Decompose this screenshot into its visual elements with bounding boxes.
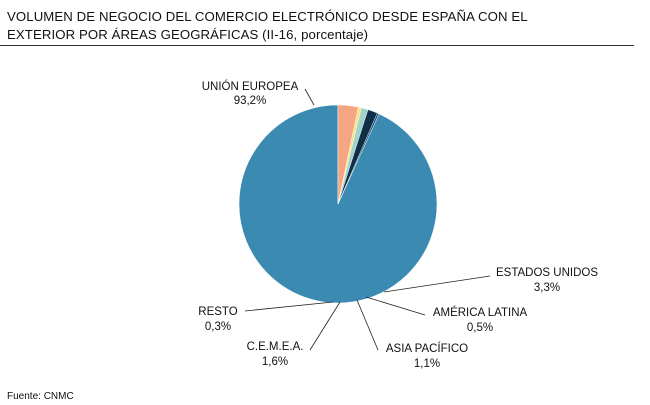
slice-value-union-europea: 93,2% (234, 95, 267, 107)
slice-value-asia-pacifico: 1,1% (414, 358, 440, 370)
chart-title-line-1: VOLUMEN DE NEGOCIO DEL COMERCIO ELECTRÓN… (7, 9, 528, 24)
leader-line-c-e-m-e-a (309, 301, 341, 351)
slice-value-estados-unidos: 3,3% (534, 282, 560, 294)
slice-label-asia-pacifico: ASIA PACÍFICO (386, 342, 468, 355)
slice-value-america-latina: 0,5% (467, 322, 493, 334)
title-divider (0, 45, 634, 46)
leader-line-union-europea (304, 88, 315, 106)
slice-label-estados-unidos: ESTADOS UNIDOS (496, 267, 598, 279)
slice-label-c-e-m-e-a: C.E.M.E.A. (247, 341, 304, 353)
slice-value-resto: 0,3% (205, 321, 231, 333)
leader-line-estados-unidos (383, 275, 491, 293)
pie-slice-resto (337, 112, 380, 205)
source-note: Fuente: CNMC (7, 391, 74, 402)
chart-title: VOLUMEN DE NEGOCIO DEL COMERCIO ELECTRÓN… (7, 8, 632, 44)
leader-line-america-latina (365, 296, 426, 316)
slice-value-c-e-m-e-a: 1,6% (262, 356, 288, 368)
chart-title-line-2: EXTERIOR POR ÁREAS GEOGRÁFICAS (II-16, p… (7, 27, 369, 42)
slice-label-union-europea: UNIÓN EUROPEA (202, 80, 299, 93)
leader-line-resto (244, 301, 334, 312)
slice-label-america-latina: AMÉRICA LATINA (433, 306, 528, 319)
slice-label-resto: RESTO (198, 306, 237, 318)
leader-line-asia-pacifico (356, 299, 379, 351)
